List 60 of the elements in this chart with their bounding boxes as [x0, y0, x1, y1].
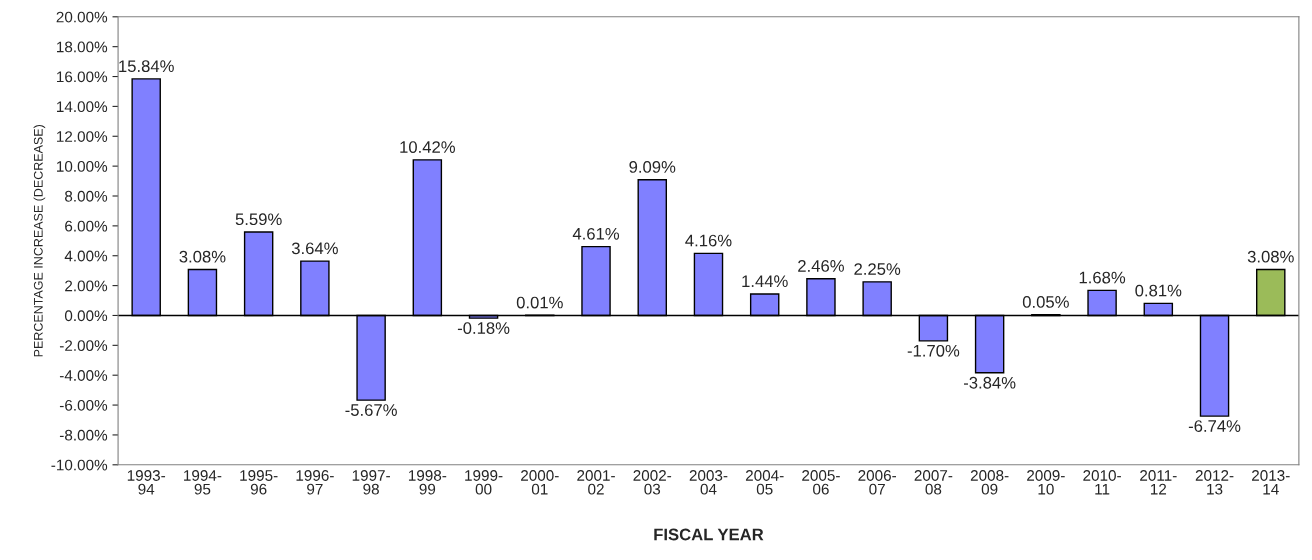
data-label: -0.18% — [457, 322, 510, 334]
x-tick-label: 2004- 05 — [745, 470, 784, 495]
x-tick-label: 1996- 97 — [296, 470, 334, 495]
y-tick-label: 10.00% — [57, 161, 108, 172]
data-label: -6.74% — [1188, 420, 1241, 432]
x-tick-label: 2011- 12 — [1140, 470, 1177, 495]
x-tick-label: 2006- 07 — [858, 470, 897, 495]
y-tick-label: 20.00% — [56, 11, 108, 23]
x-tick-label: 2008- 09 — [970, 470, 1009, 495]
x-tick-label: 1995- 96 — [240, 470, 278, 495]
data-label: 4.61% — [572, 227, 620, 240]
x-tick-label: 2001- 02 — [577, 470, 615, 495]
y-tick-label: 8.00% — [65, 190, 108, 202]
y-tick-label: -10.00% — [51, 459, 108, 471]
x-tick-label: 2009- 10 — [1027, 470, 1065, 495]
x-tick-label: 1999- 00 — [465, 470, 503, 495]
y-tick-label: 4.00% — [64, 250, 108, 262]
x-tick-label: 2010- 11 — [1083, 470, 1121, 495]
data-label: 9.09% — [629, 161, 676, 173]
data-label: -5.67% — [345, 404, 397, 416]
data-label: 5.59% — [235, 213, 282, 226]
y-axis-title: PERCENTAGE INCREASE (DECREASE) — [33, 125, 46, 357]
y-tick-label: -6.00% — [59, 399, 108, 411]
data-label: 0.81% — [1135, 284, 1182, 297]
data-label: 15.84% — [119, 60, 174, 73]
data-label: 1.68% — [1079, 271, 1126, 284]
y-tick-label: 14.00% — [57, 101, 108, 113]
y-tick-label: -4.00% — [59, 370, 108, 381]
y-tick-label: -8.00% — [59, 429, 108, 441]
y-tick-label: 16.00% — [57, 71, 108, 83]
x-tick-label: 2005- 06 — [802, 470, 840, 495]
data-label: 1.44% — [742, 275, 788, 288]
x-tick-label: 1993- 94 — [127, 470, 166, 495]
x-tick-label: 2007- 08 — [914, 470, 953, 495]
x-tick-label: 1997- 98 — [352, 470, 390, 495]
x-tick-label: 1994- 95 — [184, 470, 222, 495]
y-tick-label: 12.00% — [57, 131, 108, 142]
x-tick-label: 2000- 01 — [521, 470, 559, 495]
y-tick-label: -2.00% — [59, 340, 108, 352]
data-label: 0.01% — [516, 296, 563, 309]
data-label: 2.25% — [854, 263, 901, 275]
data-label: 4.16% — [685, 234, 732, 247]
data-label: 10.42% — [400, 141, 456, 153]
data-label: -1.70% — [907, 344, 960, 357]
data-label: 2.46% — [798, 260, 844, 272]
x-tick-label: 2012- 13 — [1195, 470, 1234, 495]
x-tick-label: 1998- 99 — [408, 470, 447, 495]
x-tick-label: 2003- 04 — [689, 470, 728, 495]
y-tick-label: 6.00% — [65, 220, 108, 232]
x-axis-title: FISCAL YEAR — [654, 528, 764, 541]
data-label: 3.08% — [1247, 250, 1294, 263]
y-tick-label: 0.00% — [64, 310, 108, 322]
data-label: 3.08% — [179, 250, 226, 263]
data-label: 0.05% — [1022, 296, 1069, 308]
y-tick-label: 2.00% — [65, 280, 108, 292]
x-tick-label: 2013- 14 — [1252, 470, 1290, 495]
data-label: -3.84% — [963, 376, 1016, 389]
y-tick-label: 18.00% — [57, 41, 108, 53]
data-label: 3.64% — [291, 242, 338, 255]
x-tick-label: 2002- 03 — [633, 470, 672, 495]
